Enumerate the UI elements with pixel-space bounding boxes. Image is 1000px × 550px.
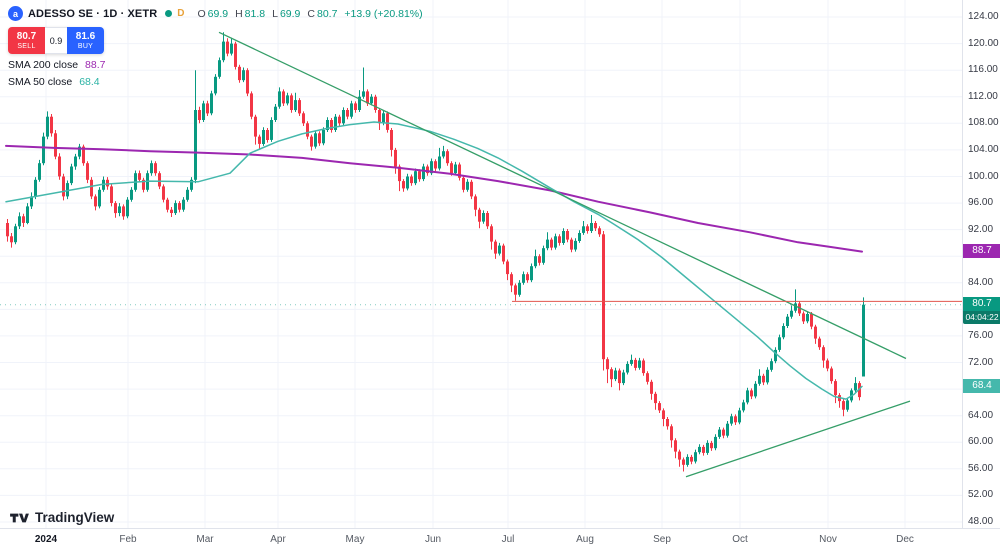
price-axis-label: 100.00: [968, 170, 999, 182]
price-axis-label: 120.00: [968, 37, 999, 49]
price-axis-label: 60.00: [968, 436, 994, 448]
close-value: 80.7: [316, 7, 338, 20]
price-axis-label: 124.00: [968, 11, 999, 22]
open-value: 69.9: [207, 7, 229, 20]
price-axis-label: 108.00: [968, 117, 999, 129]
price-axis-label: 116.00: [968, 64, 998, 76]
indicator-sma200-value: 88.7: [85, 59, 106, 71]
open-label: O: [197, 7, 206, 20]
sell-label: SELL: [17, 42, 36, 50]
interval-flag: D: [177, 8, 185, 19]
price-axis-label: 104.00: [968, 143, 999, 155]
time-axis-label: Feb: [119, 534, 137, 545]
buy-label: BUY: [77, 42, 94, 50]
price-axis-label: 84.00: [968, 276, 994, 288]
price-axis-label: 52.00: [968, 489, 994, 501]
tradingview-wordmark: TradingView: [35, 510, 115, 525]
sma200-price-badge: 88.7: [963, 244, 1000, 259]
tradingview-mark-icon: [10, 513, 29, 522]
symbol-logo-icon: a: [8, 6, 23, 21]
price-axis-label: 64.00: [968, 409, 994, 421]
indicator-sma50-name: SMA 50 close: [8, 76, 73, 88]
sell-button[interactable]: 80.7 SELL: [8, 27, 45, 54]
time-axis-label: 2024: [34, 534, 58, 545]
time-axis-label: May: [345, 534, 365, 545]
tradingview-logo[interactable]: TradingView: [9, 510, 114, 525]
high-value: 81.8: [244, 7, 266, 20]
time-axis-label: Jul: [501, 534, 515, 545]
low-value: 69.9: [279, 7, 301, 20]
price-axis[interactable]: 124.00 120.00 116.00 112.00 108.00 104.00 100.…: [962, 0, 1000, 528]
sell-price: 80.7: [16, 30, 37, 42]
close-label: C: [307, 7, 315, 20]
time-axis-label: Nov: [819, 534, 837, 545]
price-axis-label: 76.00: [968, 329, 994, 341]
time-axis-label: Oct: [732, 534, 748, 545]
sma50-price-badge: 68.4: [963, 378, 1000, 393]
low-label: L: [272, 7, 278, 20]
symbol-title[interactable]: ADESSO SE · 1D · XETR: [28, 7, 158, 20]
time-axis-label: Apr: [270, 534, 286, 545]
price-axis-label: 96.00: [968, 197, 994, 209]
price-axis-label: 48.00: [968, 516, 994, 527]
ohlc-readout: O 69.9 H 81.8 L 69.9 C 80.7 +13.9 (+20.81%): [197, 8, 422, 20]
trade-widget: 80.7 SELL 0.9 81.6 BUY: [8, 27, 104, 54]
time-axis-label: Aug: [576, 534, 594, 545]
time-axis-label: Dec: [896, 534, 914, 545]
time-axis-label: Mar: [196, 534, 214, 545]
price-axis-label: 56.00: [968, 462, 994, 474]
indicator-sma50-value: 68.4: [79, 76, 100, 88]
high-label: H: [235, 7, 243, 20]
change-value: +13.9 (+20.81%): [344, 7, 423, 20]
time-axis-label: Jun: [424, 534, 442, 545]
buy-price: 81.6: [75, 30, 96, 42]
indicator-sma200-name: SMA 200 close: [8, 59, 79, 71]
buy-button[interactable]: 81.6 BUY: [67, 27, 104, 54]
price-axis-label: 72.00: [968, 356, 994, 368]
time-axis[interactable]: 2024 Feb Mar Apr May Jun Jul Aug Sep Oct Nov Dec: [0, 528, 1000, 550]
indicator-sma200[interactable]: SMA 200 close 88.7: [8, 59, 423, 71]
market-status-icon: [165, 10, 173, 17]
indicator-sma50[interactable]: SMA 50 close 68.4: [8, 76, 423, 88]
spread-value: 0.9: [45, 27, 67, 54]
price-axis-label: 92.00: [968, 223, 994, 235]
candlestick-chart-canvas[interactable]: [0, 0, 962, 528]
price-axis-label: 112.00: [968, 90, 998, 102]
last-price-badge: 80.7 04:04:22: [963, 296, 1000, 324]
time-axis-label: Sep: [653, 534, 671, 545]
